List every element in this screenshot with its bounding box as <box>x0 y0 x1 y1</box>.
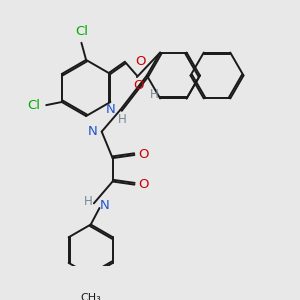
Text: H: H <box>150 88 159 101</box>
Text: O: O <box>133 79 144 92</box>
Text: Cl: Cl <box>75 25 88 38</box>
Text: Cl: Cl <box>27 99 40 112</box>
Text: N: N <box>100 199 109 212</box>
Text: H: H <box>118 113 126 126</box>
Text: CH₃: CH₃ <box>80 293 101 300</box>
Text: O: O <box>138 148 149 161</box>
Text: O: O <box>138 178 149 191</box>
Text: N: N <box>106 103 116 116</box>
Text: N: N <box>87 125 97 138</box>
Text: H: H <box>84 195 92 208</box>
Text: O: O <box>135 55 146 68</box>
